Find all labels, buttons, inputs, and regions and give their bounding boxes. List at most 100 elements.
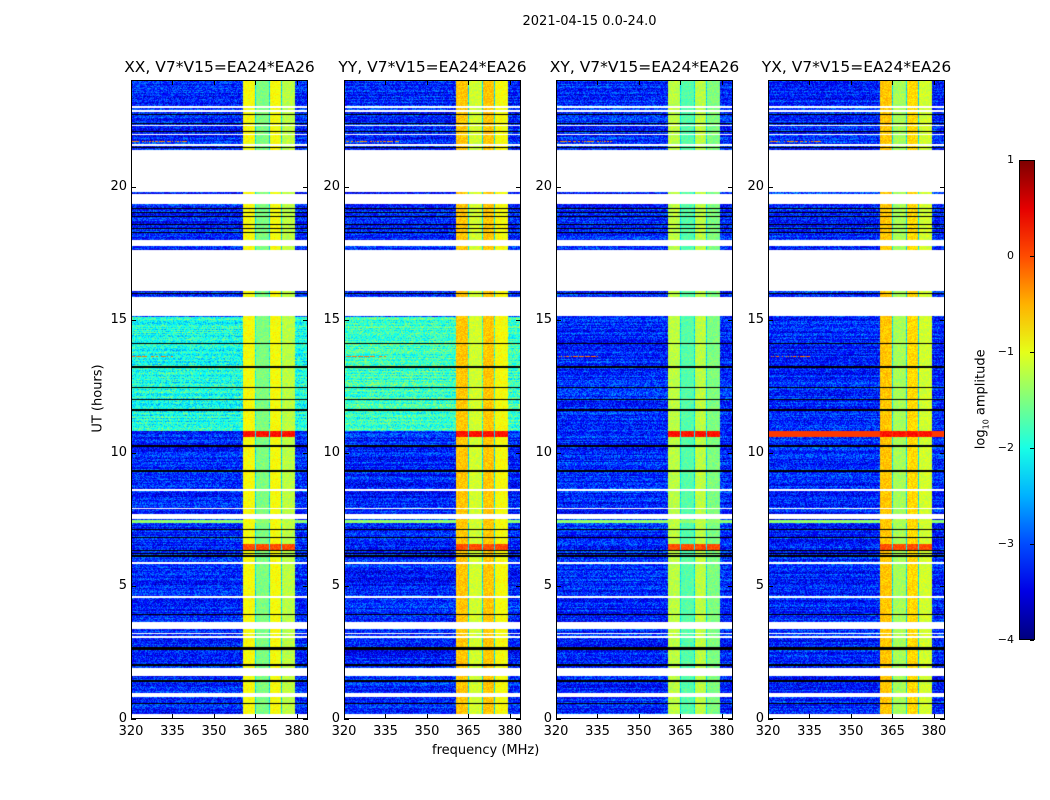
y-tick-mark [768, 719, 773, 720]
x-tick-mark [255, 80, 257, 85]
x-tick-mark [509, 80, 511, 85]
y-tick-label: 0 [755, 711, 764, 726]
y-tick-mark [516, 319, 521, 321]
y-tick-mark [728, 186, 733, 188]
x-tick-mark [213, 714, 215, 719]
x-tick-label: 380 [497, 724, 523, 739]
colorbar-tick-label: 1 [1007, 153, 1014, 166]
y-tick-label: 20 [535, 178, 552, 194]
y-tick-mark [131, 452, 136, 454]
x-tick-mark [213, 80, 215, 85]
x-axis-label: frequency (MHz) [432, 743, 540, 758]
y-tick-mark [728, 452, 733, 454]
y-tick-mark [940, 452, 945, 454]
x-tick-mark [426, 714, 428, 719]
x-tick-mark [721, 714, 723, 719]
colorbar-tick-label: −4 [997, 633, 1014, 646]
x-tick-label: 365 [456, 724, 481, 739]
x-tick-label: 335 [160, 724, 185, 739]
y-tick-mark [516, 452, 521, 454]
y-tick-mark [940, 719, 945, 720]
x-tick-mark [344, 80, 345, 85]
y-tick-mark [344, 452, 349, 454]
figure-suptitle: 2021-04-15 0.0-24.0 [522, 14, 657, 29]
y-tick-label: 0 [118, 711, 127, 726]
x-tick-mark [296, 714, 298, 719]
x-tick-mark [597, 80, 599, 85]
x-tick-label: 320 [118, 724, 144, 739]
x-tick-label: 380 [921, 724, 947, 739]
colorbar-tick-mark [1030, 544, 1034, 545]
colorbar-tick-mark [1030, 352, 1034, 353]
x-tick-mark [638, 80, 640, 85]
y-tick-label: 0 [331, 711, 340, 726]
x-tick-mark [556, 80, 557, 85]
y-tick-label: 20 [323, 178, 340, 194]
x-tick-mark [933, 80, 935, 85]
y-tick-mark [344, 719, 349, 720]
x-tick-mark [172, 714, 174, 719]
x-tick-mark [344, 714, 345, 719]
panel-title: XY, V7*V15=EA24*EA26 [549, 58, 740, 76]
x-tick-mark [131, 80, 132, 85]
x-tick-mark [850, 714, 852, 719]
y-tick-label: 20 [110, 178, 127, 194]
y-tick-mark [768, 319, 773, 321]
heatmap-panel-xy [556, 80, 733, 719]
x-tick-label: 365 [668, 724, 693, 739]
x-tick-label: 350 [201, 724, 227, 739]
y-tick-mark [556, 719, 561, 720]
y-tick-label: 5 [755, 577, 764, 593]
x-tick-label: 365 [243, 724, 268, 739]
y-tick-mark [303, 585, 308, 587]
x-tick-mark [385, 80, 387, 85]
y-tick-mark [303, 452, 308, 454]
heatmap-panel-xx [131, 80, 308, 719]
heatmap-image [132, 81, 307, 718]
x-tick-mark [556, 714, 557, 719]
x-tick-label: 335 [373, 724, 398, 739]
colorbar-label: log10 amplitude [973, 349, 991, 450]
y-tick-mark [768, 452, 773, 454]
y-tick-mark [303, 319, 308, 321]
y-tick-mark [556, 319, 561, 321]
y-tick-mark [131, 585, 136, 587]
y-tick-mark [940, 186, 945, 188]
x-tick-mark [680, 714, 682, 719]
y-tick-mark [728, 585, 733, 587]
x-tick-label: 350 [414, 724, 440, 739]
y-tick-mark [940, 585, 945, 587]
x-tick-mark [768, 80, 769, 85]
x-tick-label: 380 [709, 724, 735, 739]
y-tick-mark [728, 319, 733, 321]
x-tick-mark [468, 714, 470, 719]
colorbar-tick-label: 0 [1007, 249, 1014, 262]
y-tick-mark [556, 585, 561, 587]
x-tick-mark [509, 714, 511, 719]
x-tick-mark [255, 714, 257, 719]
x-tick-mark [933, 714, 935, 719]
x-tick-label: 335 [797, 724, 822, 739]
y-tick-label: 10 [110, 444, 127, 460]
y-tick-label: 15 [110, 311, 127, 327]
x-tick-mark [680, 80, 682, 85]
x-tick-mark [597, 714, 599, 719]
y-tick-mark [516, 585, 521, 587]
x-tick-mark [892, 80, 894, 85]
colorbar-tick-label: −1 [997, 345, 1014, 358]
y-tick-label: 10 [323, 444, 340, 460]
panel-title: XX, V7*V15=EA24*EA26 [124, 58, 315, 76]
colorbar-tick-label: −3 [997, 537, 1014, 550]
x-tick-mark [892, 714, 894, 719]
heatmap-image [345, 81, 520, 718]
y-tick-mark [303, 719, 308, 720]
y-tick-label: 15 [323, 311, 340, 327]
colorbar-tick-mark [1030, 640, 1034, 641]
heatmap-panel-yx [768, 80, 945, 719]
y-axis-label: UT (hours) [90, 364, 106, 433]
x-tick-mark [468, 80, 470, 85]
panel-title: YY, V7*V15=EA24*EA26 [338, 58, 527, 76]
x-tick-label: 320 [331, 724, 357, 739]
y-tick-label: 5 [543, 577, 552, 593]
y-tick-label: 10 [535, 444, 552, 460]
